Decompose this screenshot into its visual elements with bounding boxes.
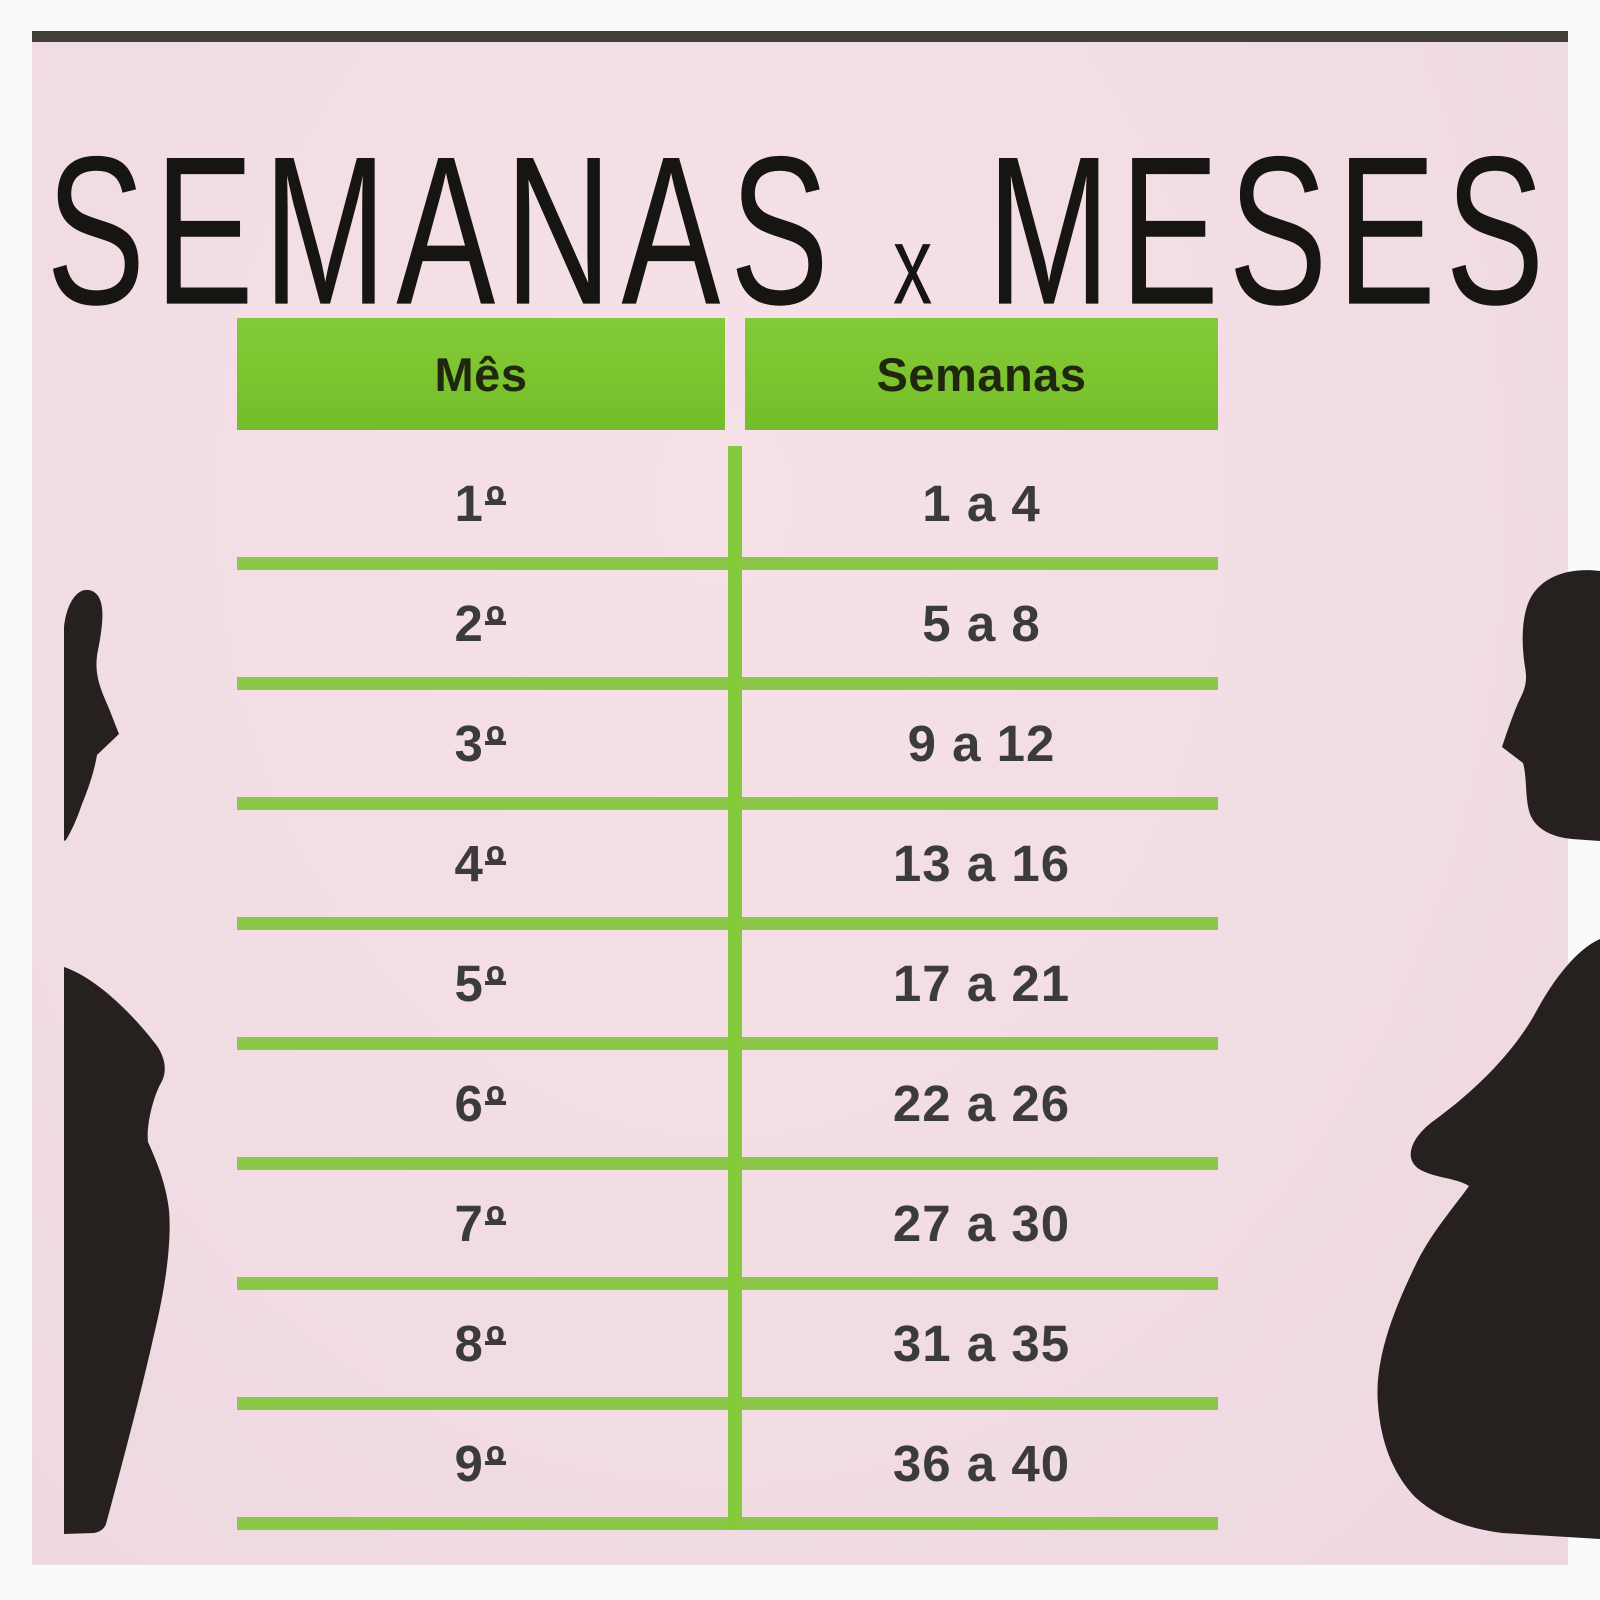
table-row: 9 º 36 a 40 xyxy=(237,1410,1218,1530)
ordinal-indicator: º xyxy=(485,1315,506,1372)
ordinal-indicator: º xyxy=(485,1075,506,1132)
ordinal-indicator: º xyxy=(485,955,506,1012)
ordinal-indicator: º xyxy=(485,595,506,652)
table-row: 8 º 31 a 35 xyxy=(237,1290,1218,1410)
weeks-cell: 5 a 8 xyxy=(922,595,1041,652)
pregnant-woman-silhouette-left-icon xyxy=(64,589,170,1534)
header-cell-semanas: Semanas xyxy=(745,318,1218,430)
weeks-cell: 9 a 12 xyxy=(907,715,1056,772)
ordinal-indicator: º xyxy=(485,835,506,892)
weeks-cell: 17 a 21 xyxy=(892,955,1071,1012)
page-title: SEMANAS x MESES xyxy=(46,100,1544,388)
table-row: 6 º 22 a 26 xyxy=(237,1050,1218,1170)
ordinal-indicator: º xyxy=(485,1435,506,1492)
weeks-cell: 36 a 40 xyxy=(892,1435,1071,1492)
pink-poster-canvas: SEMANAS x MESES xyxy=(32,42,1600,1565)
weeks-cell: 1 a 4 xyxy=(922,475,1041,532)
ordinal-indicator: º xyxy=(485,715,506,772)
table-row: 7 º 27 a 30 xyxy=(237,1170,1218,1290)
title-word-semanas: SEMANAS xyxy=(46,113,839,350)
title-letter-x: x xyxy=(892,201,933,328)
ordinal-indicator: º xyxy=(485,475,506,532)
pregnant-woman-silhouette-right-icon xyxy=(1377,570,1600,1539)
weeks-cell: 27 a 30 xyxy=(892,1195,1071,1252)
weeks-cell: 13 a 16 xyxy=(892,835,1071,892)
table-header-row: Mês Semanas xyxy=(237,318,1218,430)
weeks-cell: 31 a 35 xyxy=(892,1315,1071,1372)
table-row: 4 º 13 a 16 xyxy=(237,810,1218,930)
ordinal-indicator: º xyxy=(485,1195,506,1252)
column-divider-line xyxy=(728,446,742,1530)
title-word-meses: MESES xyxy=(986,113,1554,350)
top-frame-bar xyxy=(32,31,1568,42)
weeks-cell: 22 a 26 xyxy=(892,1075,1071,1132)
header-cell-mes: Mês xyxy=(237,318,725,430)
table-row: 5 º 17 a 21 xyxy=(237,930,1218,1050)
